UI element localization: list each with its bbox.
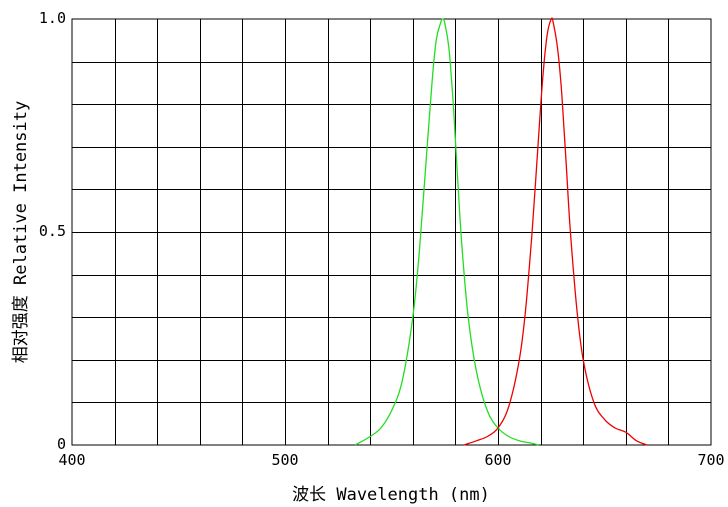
tick-labels: 400 500 600 700 0 0.5 1.0 [39, 9, 725, 469]
x-tick-label: 700 [697, 451, 724, 469]
x-tick-label: 500 [271, 451, 298, 469]
x-tick-label: 600 [484, 451, 511, 469]
x-axis-label: 波长 Wavelength (nm) [292, 485, 490, 505]
y-tick-label: 0 [57, 435, 66, 453]
series-line-1 [354, 18, 539, 446]
y-axis-label: 相对强度 Relative Intensity [11, 101, 31, 363]
plot-frame [71, 18, 712, 446]
grid [72, 19, 711, 445]
x-tick-label: 400 [58, 451, 85, 469]
y-tick-label: 0.5 [39, 222, 66, 240]
series-group [354, 17, 648, 446]
y-tick-label: 1.0 [39, 9, 66, 27]
series-line-2 [463, 17, 648, 446]
